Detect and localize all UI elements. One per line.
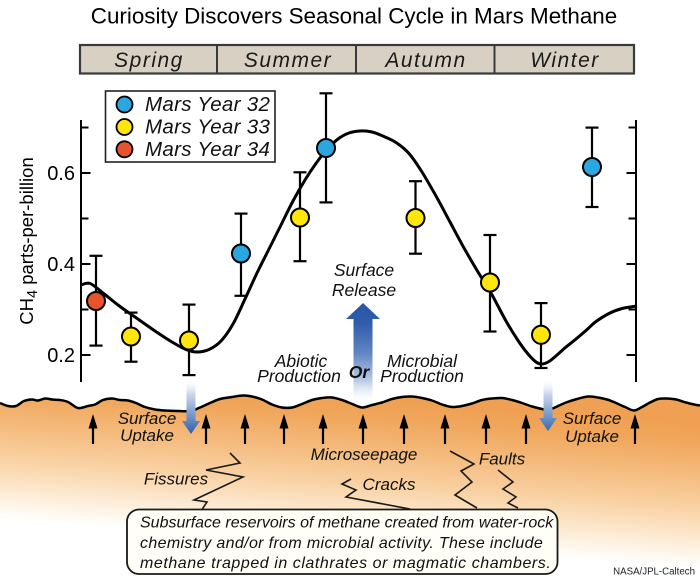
svg-text:Mars Year 33: Mars Year 33 xyxy=(145,116,270,139)
svg-text:0.4: 0.4 xyxy=(47,254,75,276)
svg-text:Surface: Surface xyxy=(334,260,395,280)
svg-text:Cracks: Cracks xyxy=(363,475,416,494)
svg-text:Uptake: Uptake xyxy=(120,426,174,445)
svg-text:Production: Production xyxy=(257,366,341,386)
svg-text:Mars Year 34: Mars Year 34 xyxy=(145,138,270,161)
svg-text:Surface: Surface xyxy=(118,409,177,428)
svg-text:0.6: 0.6 xyxy=(47,163,75,185)
svg-text:Autumn: Autumn xyxy=(383,49,466,72)
svg-text:chemistry and/or from microbia: chemistry and/or from microbial activity… xyxy=(140,535,543,552)
svg-text:0.2: 0.2 xyxy=(47,345,75,367)
svg-text:Or: Or xyxy=(349,362,371,382)
svg-text:Surface: Surface xyxy=(563,409,622,428)
svg-text:Subsurface reservoirs of metha: Subsurface reservoirs of methane created… xyxy=(140,515,554,532)
svg-text:Release: Release xyxy=(332,280,396,300)
svg-text:Microbial: Microbial xyxy=(387,351,458,371)
svg-text:Microseepage: Microseepage xyxy=(311,445,418,464)
svg-text:methane trapped in clathrates: methane trapped in clathrates or magmati… xyxy=(140,555,551,572)
svg-text:Winter: Winter xyxy=(530,49,600,72)
svg-text:Production: Production xyxy=(380,366,464,386)
svg-text:Fissures: Fissures xyxy=(144,470,209,489)
svg-text:NASA/JPL-Caltech: NASA/JPL-Caltech xyxy=(613,567,695,578)
svg-text:Uptake: Uptake xyxy=(565,427,619,446)
svg-text:Faults: Faults xyxy=(479,450,526,469)
svg-text:Abiotic: Abiotic xyxy=(274,351,328,371)
svg-text:Summer: Summer xyxy=(244,49,332,72)
svg-text:Mars Year 32: Mars Year 32 xyxy=(145,93,270,116)
svg-text:Spring: Spring xyxy=(114,49,184,72)
svg-text:Curiosity Discovers Seasonal C: Curiosity Discovers Seasonal Cycle in Ma… xyxy=(91,4,617,29)
